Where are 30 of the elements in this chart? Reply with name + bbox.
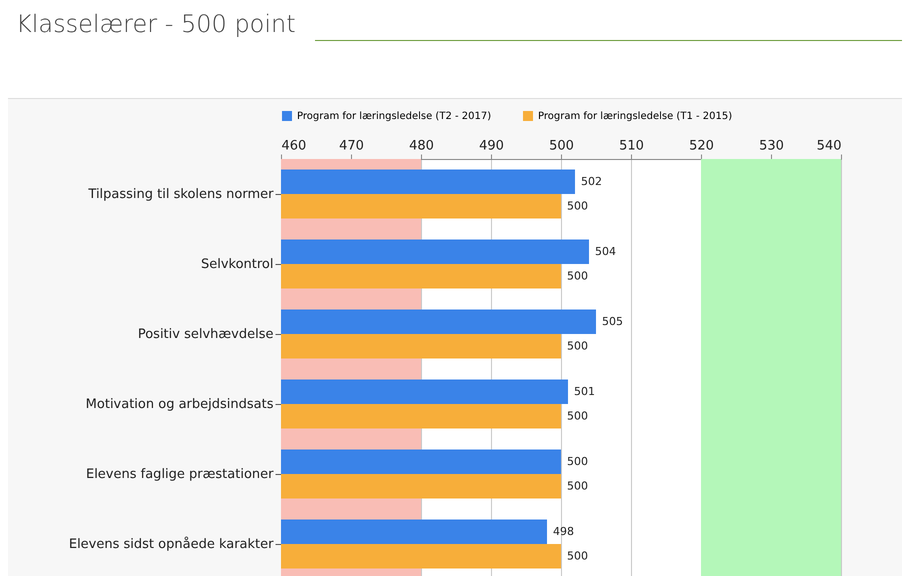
y-tick-label: Elevens sidst opnåede karakter	[68, 536, 274, 552]
data-label: 500	[567, 269, 588, 282]
data-label: 500	[567, 549, 588, 562]
y-tick-label: Positiv selvhævdelse	[138, 327, 274, 342]
y-tick-label: Elevens faglige præstationer	[86, 467, 274, 482]
data-label: 500	[567, 199, 588, 212]
data-label: 504	[595, 244, 616, 258]
x-tick-label: 460	[282, 138, 306, 154]
data-label: 498	[553, 524, 574, 538]
data-label: 500	[567, 479, 588, 492]
x-tick-label: 540	[816, 138, 842, 154]
data-label: 502	[581, 174, 602, 188]
data-label: 505	[602, 314, 623, 328]
x-tick-label: 490	[479, 138, 504, 154]
x-tick-label: 510	[619, 138, 644, 154]
data-label: 500	[567, 339, 588, 352]
x-tick-label: 500	[549, 138, 574, 154]
y-tick-label: Tilpassing til skolens normer	[87, 187, 274, 202]
data-label: 500	[567, 454, 588, 468]
legend-label: Program for læringsledelse (T1 - 2015)	[538, 111, 732, 122]
y-tick-label: Motivation og arbejdsindsats	[86, 397, 274, 412]
x-tick-label: 530	[759, 138, 784, 154]
chart-title: Klasselærer - 500 point	[16, 10, 296, 38]
x-tick-label: 520	[689, 138, 714, 154]
data-label: 500	[567, 409, 588, 422]
legend-label: Program for læringsledelse (T2 - 2017)	[297, 111, 492, 122]
x-tick-label: 480	[409, 138, 434, 154]
data-label: 501	[574, 384, 595, 398]
x-tick-label: 470	[339, 138, 364, 154]
y-tick-label: Selvkontrol	[200, 257, 274, 272]
